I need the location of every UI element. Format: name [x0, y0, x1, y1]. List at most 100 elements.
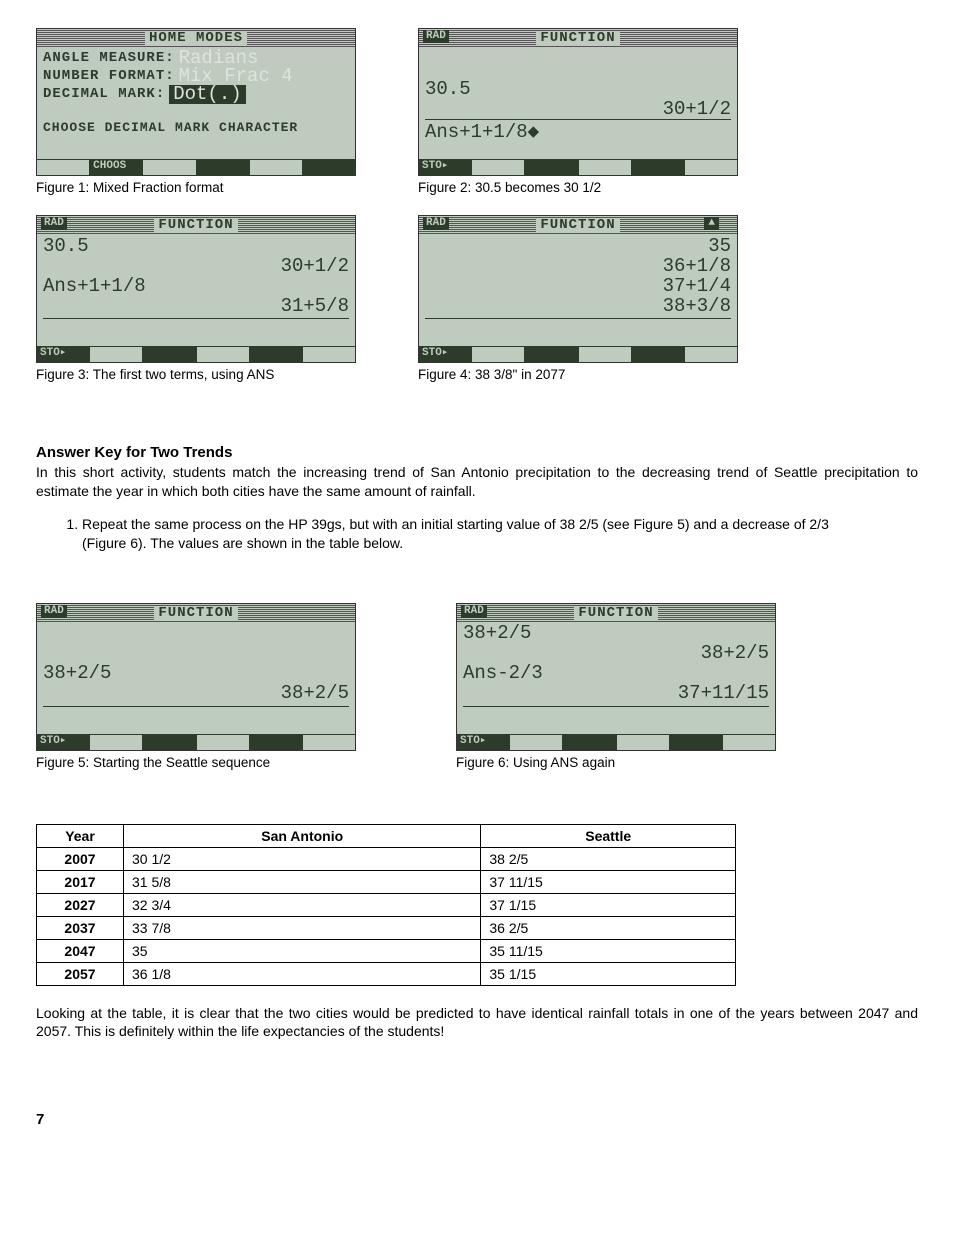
menu-sto[interactable]: STO▸	[419, 159, 472, 175]
calc-title: FUNCTION	[154, 606, 237, 620]
table-row: 200730 1/238 2/5	[37, 847, 736, 870]
lcd-entry: Ans+1+1/8	[43, 277, 146, 296]
lcd-result: 38+2/5	[701, 644, 769, 663]
section-intro: In this short activity, students match t…	[36, 463, 918, 501]
figure-row-1: HOME MODES ANGLE MEASURE: Radians NUMBER…	[36, 28, 918, 209]
calc-screen-2: RAD FUNCTION 30.5 30+1/2 Ans+1+1/8◆	[418, 28, 738, 176]
step-1: Repeat the same process on the HP 39gs, …	[82, 515, 876, 553]
table-row: 20473535 11/15	[37, 939, 736, 962]
cell-year: 2047	[37, 939, 124, 962]
table-row: 202732 3/437 1/15	[37, 893, 736, 916]
cell-year: 2027	[37, 893, 124, 916]
calc-titlebar: RAD FUNCTION	[419, 29, 737, 47]
lcd-result: 37+11/15	[678, 684, 769, 703]
figure-4-caption: Figure 4: 38 3/8" in 2077	[418, 367, 738, 382]
page: HOME MODES ANGLE MEASURE: Radians NUMBER…	[36, 28, 918, 1128]
lcd-entry: 38+2/5	[43, 664, 111, 683]
cell-san-antonio: 32 3/4	[124, 893, 481, 916]
rainfall-table: Year San Antonio Seattle 200730 1/238 2/…	[36, 824, 736, 986]
col-san-antonio: San Antonio	[124, 824, 481, 847]
menu-blank[interactable]	[197, 159, 250, 175]
table-row: 201731 5/837 11/15	[37, 870, 736, 893]
lcd-result: 30+1/2	[281, 257, 349, 276]
table-header-row: Year San Antonio Seattle	[37, 824, 736, 847]
figure-2-caption: Figure 2: 30.5 becomes 30 1/2	[418, 180, 738, 195]
rad-badge: RAD	[423, 217, 449, 230]
scroll-up-icon: ▲	[704, 217, 719, 230]
cell-san-antonio: 33 7/8	[124, 916, 481, 939]
cell-san-antonio: 31 5/8	[124, 870, 481, 893]
lcd-entry: Ans-2/3	[463, 664, 543, 683]
calc-screen-5: RAD FUNCTION 38+2/5 38+2/5 STO▸	[36, 603, 356, 751]
calc-title: FUNCTION	[154, 218, 237, 232]
rad-badge: RAD	[461, 605, 487, 618]
cell-seattle: 35 1/15	[481, 962, 736, 985]
calc-screen-4: RAD FUNCTION ▲ 35 36+1/8 37+1/4 38+3/8 S…	[418, 215, 738, 363]
page-number: 7	[36, 1111, 918, 1128]
figure-1: HOME MODES ANGLE MEASURE: Radians NUMBER…	[36, 28, 356, 209]
cell-year: 2017	[37, 870, 124, 893]
cell-year: 2007	[37, 847, 124, 870]
table-row: 203733 7/836 2/5	[37, 916, 736, 939]
calc-title: FUNCTION	[536, 31, 619, 45]
help-line: CHOOSE DECIMAL MARK CHARACTER	[43, 121, 349, 134]
cell-seattle: 38 2/5	[481, 847, 736, 870]
calc-menubar: STO▸	[419, 159, 737, 175]
calc-screen-1: HOME MODES ANGLE MEASURE: Radians NUMBER…	[36, 28, 356, 176]
figure-5: RAD FUNCTION 38+2/5 38+2/5 STO▸	[36, 603, 356, 784]
lcd-entry: 30.5	[43, 237, 89, 256]
cell-seattle: 37 1/15	[481, 893, 736, 916]
table-row: 205736 1/835 1/15	[37, 962, 736, 985]
cell-san-antonio: 36 1/8	[124, 962, 481, 985]
lcd-result: 38+3/8	[663, 297, 731, 316]
angle-measure-label: ANGLE MEASURE:	[43, 51, 175, 65]
calc-screen-3: RAD FUNCTION 30.5 30+1/2 Ans+1+1/8 31+5/…	[36, 215, 356, 363]
calc-title: FUNCTION	[536, 218, 619, 232]
figure-4: RAD FUNCTION ▲ 35 36+1/8 37+1/4 38+3/8 S…	[418, 215, 738, 396]
cell-year: 2057	[37, 962, 124, 985]
steps-list: Repeat the same process on the HP 39gs, …	[64, 515, 918, 553]
lcd-result: 37+1/4	[663, 277, 731, 296]
figure-row-3: RAD FUNCTION 38+2/5 38+2/5 STO▸	[36, 603, 918, 784]
cell-seattle: 35 11/15	[481, 939, 736, 962]
menu-blank[interactable]	[303, 159, 355, 175]
closing-paragraph: Looking at the table, it is clear that t…	[36, 1004, 918, 1042]
menu-sto[interactable]: STO▸	[419, 346, 472, 362]
figure-1-caption: Figure 1: Mixed Fraction format	[36, 180, 356, 195]
lcd-result: 30+1/2	[663, 100, 731, 119]
calc-title: HOME MODES	[145, 31, 247, 45]
cell-san-antonio: 35	[124, 939, 481, 962]
figure-2: RAD FUNCTION 30.5 30+1/2 Ans+1+1/8◆	[418, 28, 738, 209]
lcd-result: 36+1/8	[663, 257, 731, 276]
cell-san-antonio: 30 1/2	[124, 847, 481, 870]
calc-title: FUNCTION	[574, 606, 657, 620]
calc-screen-6: RAD FUNCTION 38+2/5 38+2/5 Ans-2/3 37+11…	[456, 603, 776, 751]
decimal-mark-value[interactable]: Dot(.)	[169, 85, 245, 104]
lcd-entry: Ans+1+1/8◆	[425, 123, 539, 142]
menu-sto[interactable]: STO▸	[37, 734, 90, 750]
figure-5-caption: Figure 5: Starting the Seattle sequence	[36, 755, 356, 770]
lcd-entry: 38+2/5	[463, 624, 531, 643]
section-heading: Answer Key for Two Trends	[36, 444, 918, 461]
cell-seattle: 36 2/5	[481, 916, 736, 939]
menu-choos[interactable]: CHOOS	[90, 159, 143, 175]
cell-seattle: 37 11/15	[481, 870, 736, 893]
rad-badge: RAD	[423, 30, 449, 43]
cell-year: 2037	[37, 916, 124, 939]
figure-row-2: RAD FUNCTION 30.5 30+1/2 Ans+1+1/8 31+5/…	[36, 215, 918, 396]
calc-titlebar: HOME MODES	[37, 29, 355, 47]
col-seattle: Seattle	[481, 824, 736, 847]
figure-3: RAD FUNCTION 30.5 30+1/2 Ans+1+1/8 31+5/…	[36, 215, 356, 396]
number-format-label: NUMBER FORMAT:	[43, 69, 175, 83]
lcd-entry: 30.5	[425, 80, 471, 99]
figure-6: RAD FUNCTION 38+2/5 38+2/5 Ans-2/3 37+11…	[456, 603, 776, 784]
figure-3-caption: Figure 3: The first two terms, using ANS	[36, 367, 356, 382]
menu-sto[interactable]: STO▸	[457, 734, 510, 750]
rad-badge: RAD	[41, 605, 67, 618]
figure-6-caption: Figure 6: Using ANS again	[456, 755, 776, 770]
col-year: Year	[37, 824, 124, 847]
rad-badge: RAD	[41, 217, 67, 230]
decimal-mark-label: DECIMAL MARK:	[43, 87, 165, 101]
calc-menubar: CHOOS	[37, 159, 355, 175]
menu-sto[interactable]: STO▸	[37, 346, 90, 362]
